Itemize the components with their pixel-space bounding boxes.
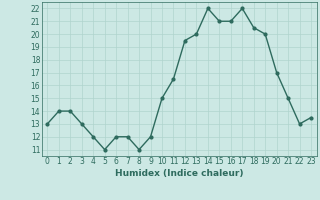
X-axis label: Humidex (Indice chaleur): Humidex (Indice chaleur) xyxy=(115,169,244,178)
